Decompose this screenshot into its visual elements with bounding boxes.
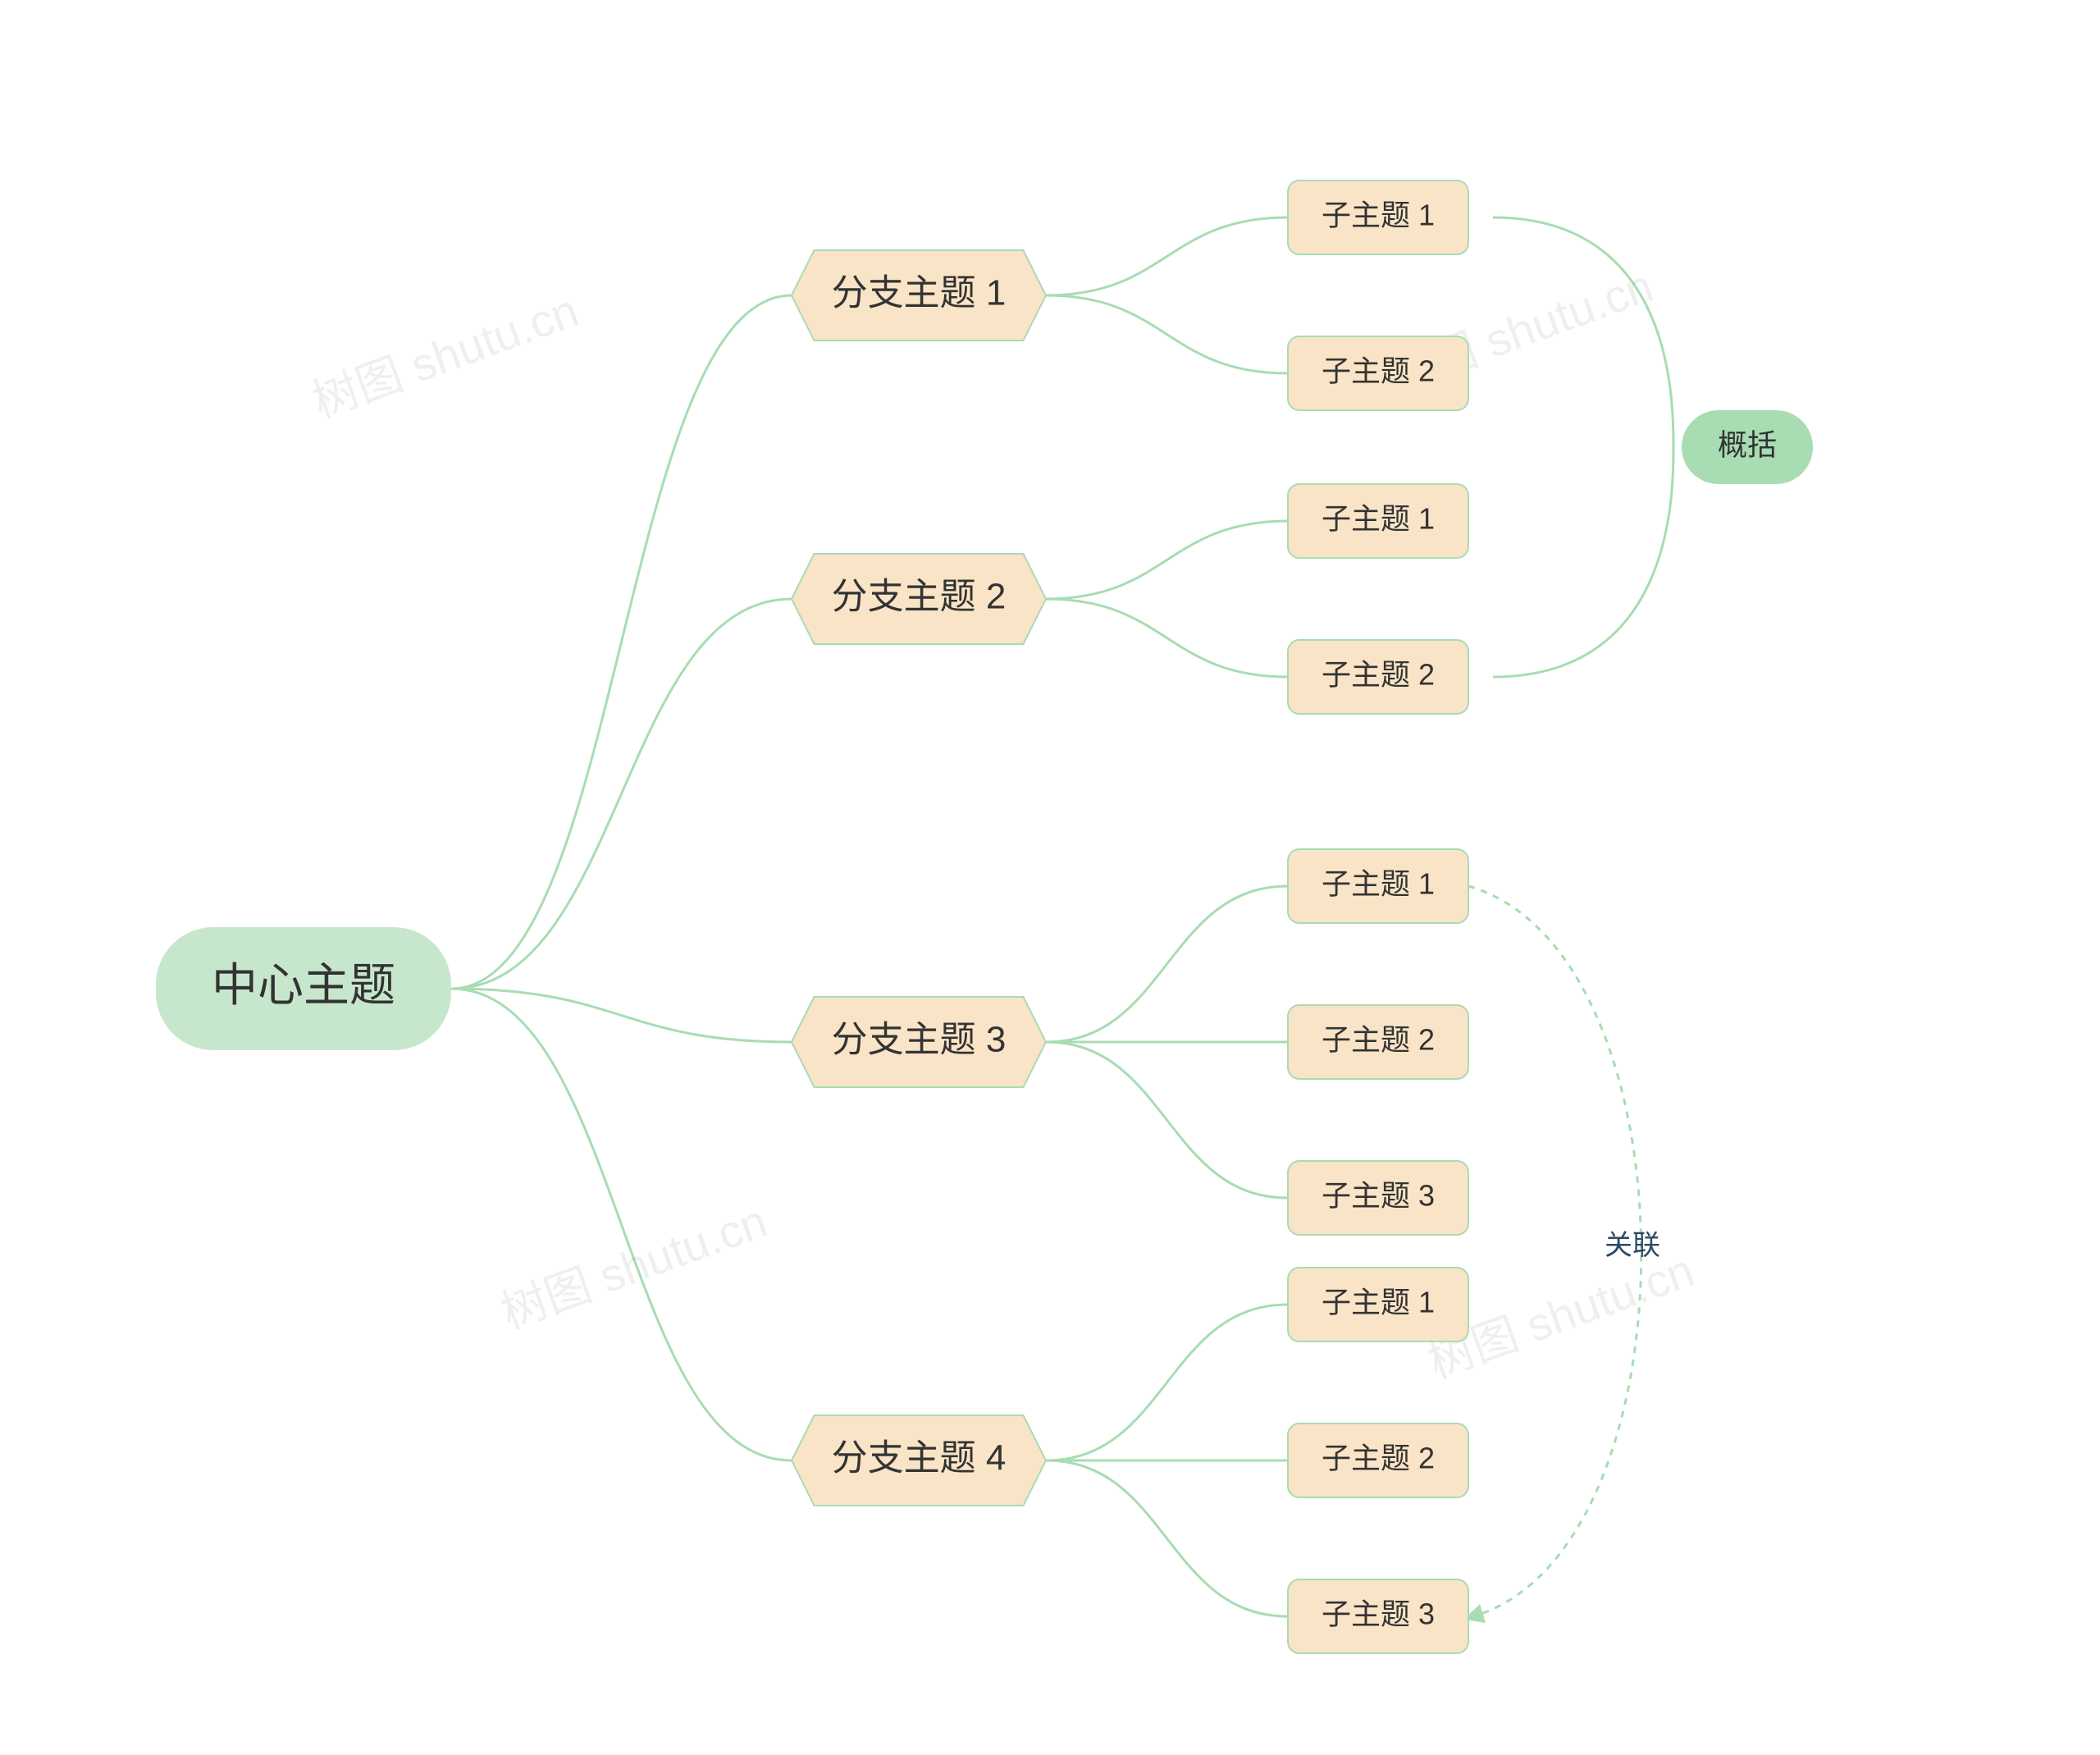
root-label: 中心主题 [212, 959, 395, 1011]
branch-label-b3: 分支主题 3 [832, 1020, 1007, 1060]
leaf-label-b4c3: 子主题 3 [1322, 1597, 1435, 1631]
leaf-label-b2c1: 子主题 1 [1322, 502, 1435, 536]
leaf-label-b4c2: 子主题 2 [1322, 1442, 1435, 1475]
leaf-label-b3c3: 子主题 3 [1322, 1179, 1435, 1213]
connector-b4-b4c3 [1046, 1460, 1288, 1616]
leaf-label-b3c2: 子主题 2 [1322, 1023, 1435, 1057]
connector-b3-b3c1 [1046, 886, 1288, 1042]
connector-b4-b4c1 [1046, 1305, 1288, 1460]
leaf-label-b3c1: 子主题 1 [1322, 867, 1435, 901]
connector-b2-b2c2 [1046, 599, 1288, 677]
watermark: 树图 shutu.cn [306, 284, 585, 427]
connector-root-b1 [451, 295, 792, 989]
summary-label: 概括 [1718, 428, 1777, 462]
watermark: 树图 shutu.cn [495, 1195, 774, 1338]
connector-b2-b2c1 [1046, 521, 1288, 599]
branch-label-b2: 分支主题 2 [832, 577, 1007, 617]
branch-label-b1: 分支主题 1 [832, 273, 1007, 313]
connector-b3-b3c3 [1046, 1042, 1288, 1198]
connector-b1-b1c2 [1046, 295, 1288, 373]
connector-root-b3 [451, 989, 792, 1042]
leaf-label-b1c1: 子主题 1 [1322, 199, 1435, 232]
mindmap-canvas: 关联树图 shutu.cn树图 shutu.cn树图 shutu.cn树图 sh… [0, 0, 2100, 1755]
connector-b1-b1c1 [1046, 217, 1288, 295]
leaf-label-b1c2: 子主题 2 [1322, 354, 1435, 388]
connector-root-b2 [451, 599, 792, 989]
leaf-label-b2c2: 子主题 2 [1322, 658, 1435, 692]
leaf-label-b4c1: 子主题 1 [1322, 1286, 1435, 1319]
branch-label-b4: 分支主题 4 [832, 1438, 1007, 1478]
